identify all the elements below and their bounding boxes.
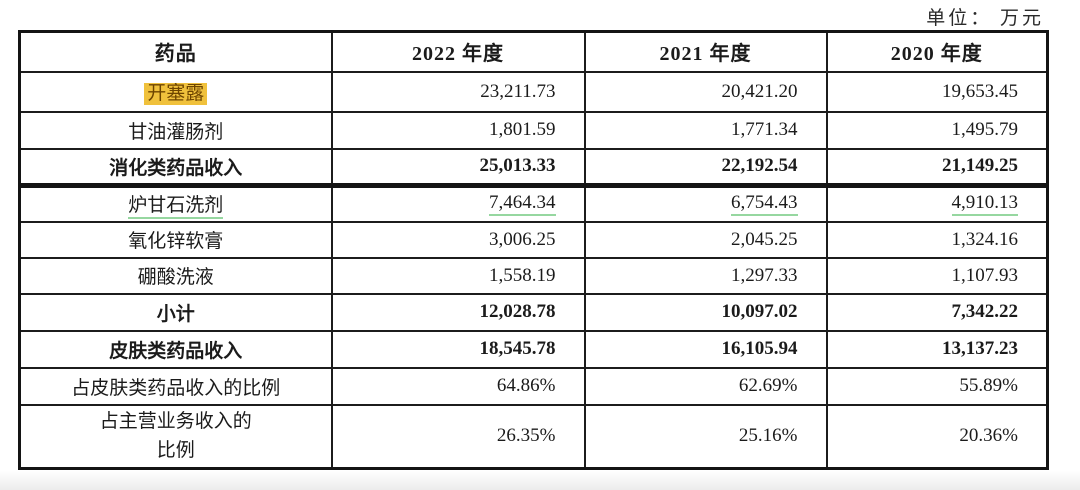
underlined-value: 4,910.13 <box>951 192 1018 217</box>
drug-name-cell: 占皮肤类药品收入的比例 <box>18 366 333 406</box>
value-cell-2022: 23,211.73 <box>330 70 586 113</box>
value-cell-2022: 1,558.19 <box>330 256 586 295</box>
unit-label: 单位： 万元 <box>926 8 1044 29</box>
value-cell-2020: 20.36% <box>825 403 1049 470</box>
value-cell-2021: 10,097.02 <box>583 292 828 332</box>
underlined-value: 7,464.34 <box>489 192 556 217</box>
value-cell-2021: 6,754.43 <box>583 184 828 223</box>
drug-name-cell: 氧化锌软膏 <box>18 220 333 259</box>
value-cell-2020: 4,910.13 <box>825 184 1049 223</box>
drug-name-cell: 甘油灌肠剂 <box>18 110 333 150</box>
value-cell-2022: 26.35% <box>330 403 586 470</box>
col-header-drug: 药品 <box>18 30 333 73</box>
underlined-drug-name: 炉甘石洗剂 <box>128 190 224 219</box>
drug-revenue-table: 药品 2022 年度 2021 年度 2020 年度 开塞露 23,211.73… <box>18 30 1049 470</box>
value-cell-2020: 55.89% <box>825 366 1049 406</box>
value-cell-2022: 3,006.25 <box>330 220 586 259</box>
value-cell-2022: 18,545.78 <box>330 329 586 369</box>
value-cell-2021: 20,421.20 <box>583 70 828 113</box>
value-cell-2022: 1,801.59 <box>330 110 586 150</box>
highlighted-drug-name: 开塞露 <box>144 83 208 105</box>
table-row-yanghuaxin: 氧化锌软膏 3,006.25 2,045.25 1,324.16 <box>18 220 1049 259</box>
table-row-pengsuan: 硼酸洗液 1,558.19 1,297.33 1,107.93 <box>18 256 1049 295</box>
value-cell-2022: 64.86% <box>330 366 586 406</box>
drug-name-cell: 小计 <box>18 292 333 332</box>
value-cell-2021: 1,771.34 <box>583 110 828 150</box>
col-header-2022: 2022 年度 <box>330 30 586 73</box>
drug-name-cell: 开塞露 <box>18 70 333 113</box>
value-cell-2020: 1,495.79 <box>825 110 1049 150</box>
value-cell-2021: 25.16% <box>583 403 828 470</box>
drug-name-cell: 硼酸洗液 <box>18 256 333 295</box>
table-row-main-business-ratio: 占主营业务收入的 比例 26.35% 25.16% 20.36% <box>18 403 1049 470</box>
value-cell-2020: 21,149.25 <box>825 147 1049 188</box>
table-row-skin-ratio: 占皮肤类药品收入的比例 64.86% 62.69% 55.89% <box>18 366 1049 406</box>
col-header-2020: 2020 年度 <box>825 30 1049 73</box>
value-cell-2021: 16,105.94 <box>583 329 828 369</box>
col-header-2021: 2021 年度 <box>583 30 828 73</box>
drug-name-cell: 炉甘石洗剂 <box>18 184 333 223</box>
drug-name-cell: 占主营业务收入的 比例 <box>18 403 333 470</box>
value-cell-2022: 12,028.78 <box>330 292 586 332</box>
table-row-luganshi: 炉甘石洗剂 7,464.34 6,754.43 4,910.13 <box>18 184 1049 223</box>
value-cell-2022: 7,464.34 <box>330 184 586 223</box>
header-row: 药品 2022 年度 2021 年度 2020 年度 <box>18 30 1049 73</box>
value-cell-2020: 1,324.16 <box>825 220 1049 259</box>
value-cell-2021: 2,045.25 <box>583 220 828 259</box>
table-row-digestive-subtotal: 消化类药品收入 25,013.33 22,192.54 21,149.25 <box>18 147 1049 188</box>
value-cell-2021: 1,297.33 <box>583 256 828 295</box>
value-cell-2021: 62.69% <box>583 366 828 406</box>
table-row-ganyou: 甘油灌肠剂 1,801.59 1,771.34 1,495.79 <box>18 110 1049 150</box>
table-row-kaisailu: 开塞露 23,211.73 20,421.20 19,653.45 <box>18 70 1049 113</box>
value-cell-2020: 19,653.45 <box>825 70 1049 113</box>
drug-name-cell: 皮肤类药品收入 <box>18 329 333 369</box>
table-row-skin-revenue: 皮肤类药品收入 18,545.78 16,105.94 13,137.23 <box>18 329 1049 369</box>
value-cell-2020: 13,137.23 <box>825 329 1049 369</box>
drug-name-cell: 消化类药品收入 <box>18 147 333 188</box>
value-cell-2021: 22,192.54 <box>583 147 828 188</box>
underlined-value: 6,754.43 <box>731 192 798 217</box>
value-cell-2022: 25,013.33 <box>330 147 586 188</box>
value-cell-2020: 1,107.93 <box>825 256 1049 295</box>
table-row-subtotal: 小计 12,028.78 10,097.02 7,342.22 <box>18 292 1049 332</box>
value-cell-2020: 7,342.22 <box>825 292 1049 332</box>
